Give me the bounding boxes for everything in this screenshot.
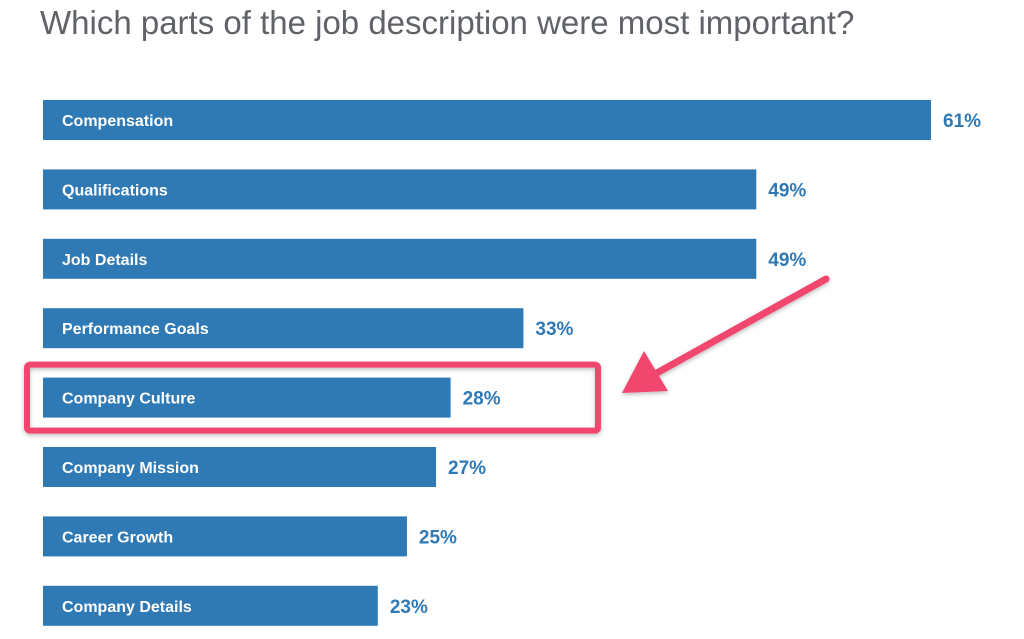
- bar-category-label: Company Culture: [62, 391, 195, 408]
- bar-row: Qualifications 49%: [43, 169, 806, 210]
- chart-title: Which parts of the job description were …: [40, 4, 855, 41]
- bar-category-label: Performance Goals: [62, 321, 209, 338]
- bar-value-label: 49%: [768, 250, 806, 271]
- highlight-box: [24, 361, 601, 434]
- bars-group: Compensation 61%Qualifications 49%Job Deta…: [43, 100, 981, 626]
- annotation-group: [24, 275, 830, 434]
- bar-row: Company Mission 27%: [43, 447, 486, 487]
- bar: [43, 100, 931, 140]
- bar-category-label: Job Details: [62, 252, 147, 269]
- bar: [43, 238, 757, 279]
- bar-value-label: 28%: [463, 389, 501, 410]
- bar-row: Company Culture 28%: [43, 377, 501, 418]
- bar-value-label: 25%: [419, 527, 457, 548]
- bar-row: Career Growth 25%: [43, 516, 457, 557]
- bar: [43, 377, 451, 418]
- bar-category-label: Compensation: [62, 113, 173, 130]
- bar-category-label: Qualifications: [62, 182, 168, 199]
- bar: [43, 447, 437, 487]
- bar-row: Performance Goals 33%: [43, 308, 574, 349]
- bar-row: Company Details 23%: [43, 585, 428, 626]
- bar: [43, 308, 524, 349]
- bar-category-label: Company Mission: [62, 460, 199, 477]
- bar: [43, 585, 378, 626]
- bar-category-label: Company Details: [62, 599, 192, 616]
- bar-value-label: 23%: [390, 597, 428, 618]
- arrow-shaft: [642, 275, 830, 383]
- bar-row: Compensation 61%: [43, 100, 981, 140]
- bar: [43, 516, 407, 557]
- bar-value-label: 49%: [768, 180, 806, 201]
- bar: [43, 169, 757, 210]
- bar-value-label: 33%: [535, 319, 573, 340]
- bar-row: Job Details 49%: [43, 238, 806, 279]
- arrow-head: [622, 351, 668, 393]
- bar-value-label: 61%: [943, 111, 981, 132]
- bar-value-label: 27%: [448, 458, 486, 479]
- bar-category-label: Career Growth: [62, 529, 173, 546]
